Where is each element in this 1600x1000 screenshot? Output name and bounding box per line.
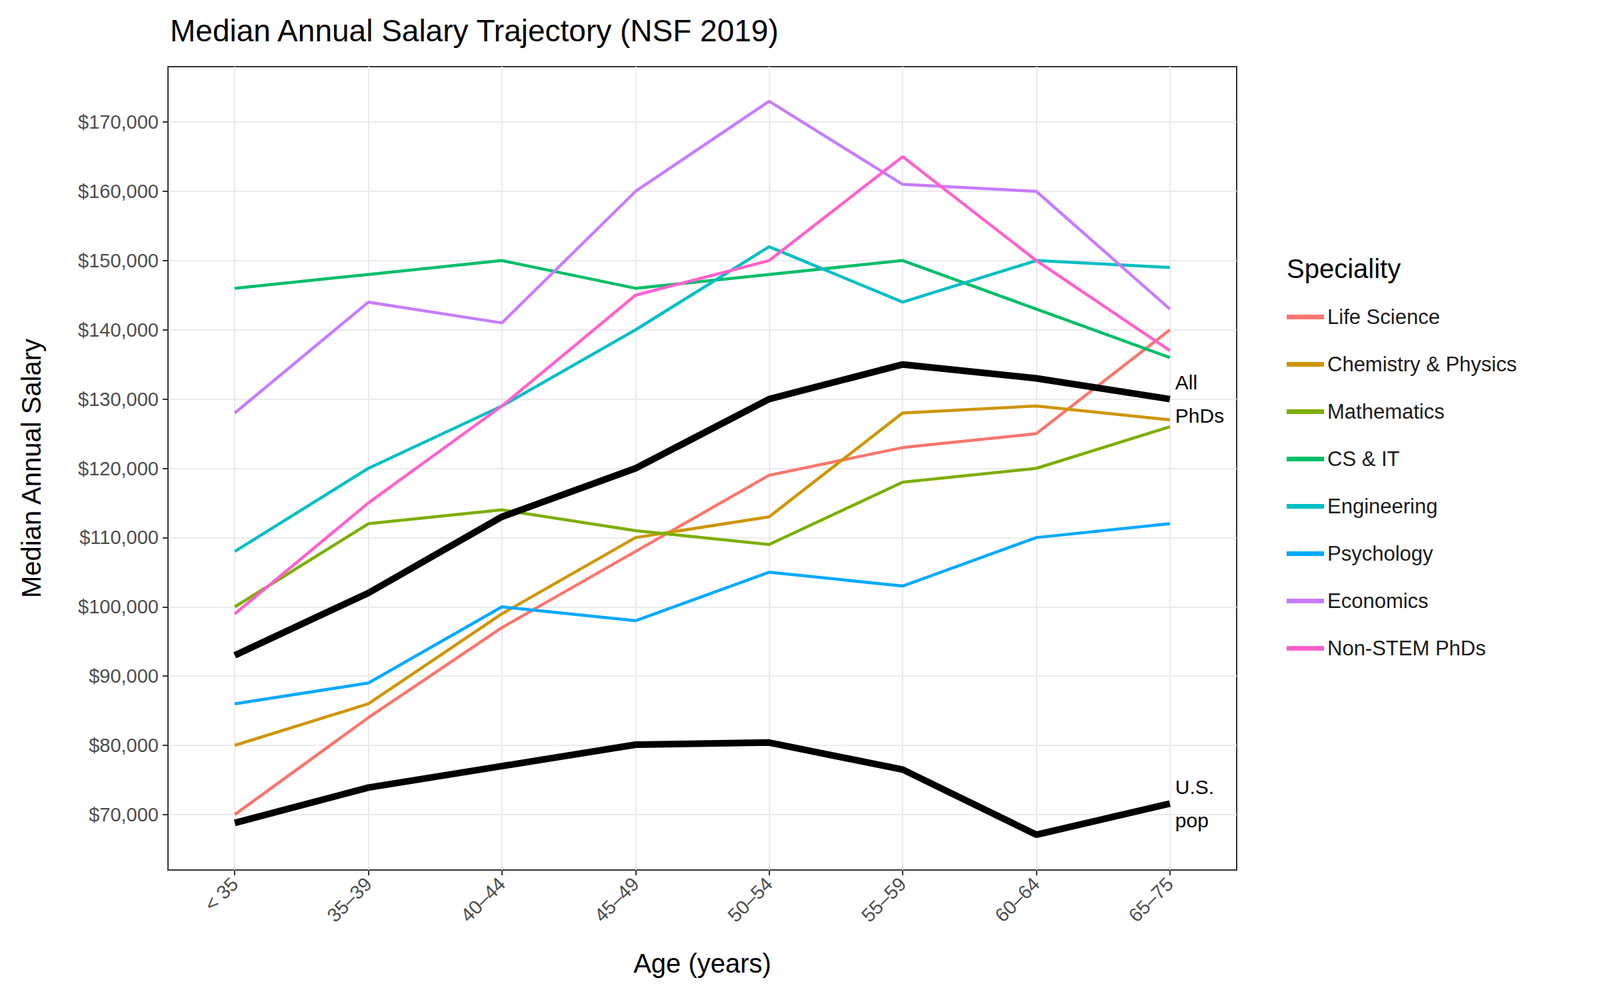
svg-text:$90,000: $90,000	[88, 665, 159, 687]
svg-text:Speciality: Speciality	[1286, 254, 1401, 284]
svg-text:Chemistry & Physics: Chemistry & Physics	[1327, 352, 1517, 376]
svg-text:55–59: 55–59	[857, 873, 911, 927]
svg-text:$170,000: $170,000	[78, 111, 159, 133]
svg-text:Age (years): Age (years)	[633, 948, 772, 978]
svg-text:$150,000: $150,000	[78, 250, 159, 272]
svg-text:65–75: 65–75	[1124, 873, 1178, 927]
svg-text:$160,000: $160,000	[78, 180, 159, 202]
svg-text:$80,000: $80,000	[88, 734, 159, 756]
svg-text:$130,000: $130,000	[78, 388, 159, 410]
svg-text:40–44: 40–44	[456, 873, 510, 927]
svg-text:All: All	[1175, 371, 1198, 394]
svg-text:Median Annual Salary: Median Annual Salary	[16, 338, 46, 598]
svg-text:Mathematics: Mathematics	[1327, 400, 1445, 424]
svg-text:Economics: Economics	[1327, 589, 1429, 613]
svg-text:Life Science: Life Science	[1327, 305, 1440, 329]
svg-text:U.S.: U.S.	[1175, 776, 1214, 798]
svg-text:35–39: 35–39	[322, 873, 376, 927]
svg-text:< 35: < 35	[200, 873, 242, 916]
svg-text:$140,000: $140,000	[78, 319, 159, 341]
svg-text:$100,000: $100,000	[78, 596, 159, 618]
svg-text:50–54: 50–54	[723, 873, 777, 927]
svg-text:CS & IT: CS & IT	[1327, 447, 1400, 471]
svg-text:pop: pop	[1175, 809, 1209, 832]
svg-text:Non-STEM PhDs: Non-STEM PhDs	[1327, 636, 1486, 660]
svg-text:PhDs: PhDs	[1175, 404, 1224, 427]
svg-text:$110,000: $110,000	[79, 526, 159, 548]
svg-text:60–64: 60–64	[990, 873, 1044, 927]
svg-text:Median Annual Salary Trajector: Median Annual Salary Trajectory (NSF 201…	[170, 13, 779, 48]
svg-text:45–49: 45–49	[590, 873, 644, 927]
svg-text:$70,000: $70,000	[88, 804, 159, 826]
svg-text:$120,000: $120,000	[78, 458, 159, 480]
svg-text:Psychology: Psychology	[1327, 542, 1434, 566]
svg-text:Engineering: Engineering	[1327, 494, 1438, 518]
